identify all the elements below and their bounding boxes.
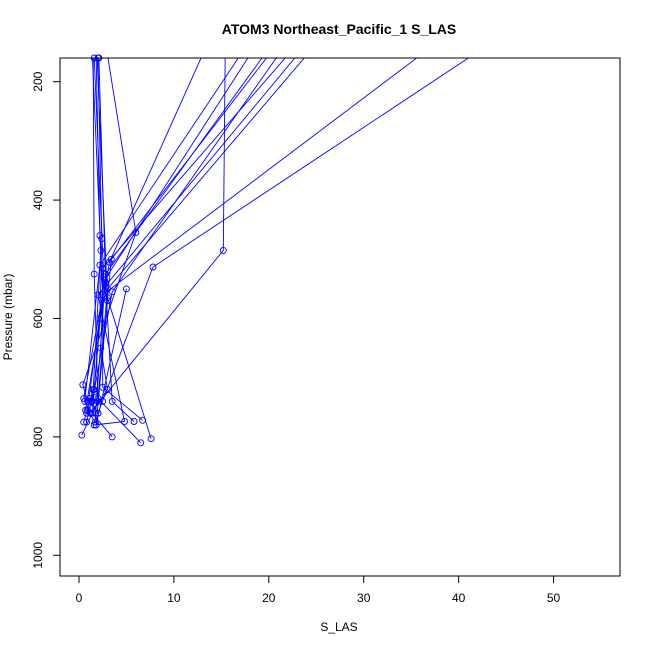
data-point xyxy=(83,409,91,417)
data-point xyxy=(122,285,130,293)
data-point xyxy=(91,418,99,426)
plot-frame xyxy=(59,57,621,577)
data-point xyxy=(149,263,157,271)
data-point xyxy=(97,246,105,254)
data-point xyxy=(97,344,105,352)
chart-title: ATOM3 Northeast_Pacific_1 S_LAS xyxy=(222,21,456,37)
series-line-20 xyxy=(87,58,263,424)
plot-lines xyxy=(81,58,470,444)
data-point xyxy=(108,397,116,405)
data-point xyxy=(102,270,110,278)
data-point xyxy=(108,288,116,296)
data-point xyxy=(92,421,100,429)
x-axis: 0 10 20 30 40 50 xyxy=(76,575,561,605)
data-point xyxy=(130,418,138,425)
data-point xyxy=(90,270,98,278)
y-tick-label: 200 xyxy=(31,71,45,91)
data-point xyxy=(132,229,140,237)
x-tick-label: 0 xyxy=(76,591,83,605)
y-axis: 200 400 600 800 1000 xyxy=(31,71,61,569)
series-line-17 xyxy=(83,58,418,402)
series-line-13 xyxy=(84,58,239,403)
data-point xyxy=(87,397,95,405)
data-point xyxy=(98,235,106,243)
data-point xyxy=(102,279,110,287)
data-point xyxy=(105,258,113,266)
series-line-10 xyxy=(107,58,268,439)
data-point xyxy=(84,406,91,414)
data-point xyxy=(80,418,88,426)
series-line-4 xyxy=(81,58,99,436)
data-point xyxy=(96,315,104,322)
data-point xyxy=(99,291,107,299)
x-tick-label: 40 xyxy=(452,591,466,605)
data-point xyxy=(108,433,116,441)
y-tick-label: 600 xyxy=(31,308,45,328)
series-line-19 xyxy=(94,58,296,426)
data-point xyxy=(219,246,227,254)
series-line-9 xyxy=(90,58,226,414)
data-point xyxy=(90,421,98,429)
y-axis-label: Pressure (mbar) xyxy=(1,274,15,361)
x-tick-label: 20 xyxy=(262,591,276,605)
series-line-18 xyxy=(90,58,470,415)
y-tick-label: 800 xyxy=(31,427,45,447)
data-point xyxy=(104,294,111,302)
x-tick-label: 10 xyxy=(167,591,181,605)
data-point xyxy=(104,297,111,305)
y-tick-label: 400 xyxy=(31,190,45,210)
series-line-16 xyxy=(86,58,277,414)
series-line-5 xyxy=(91,58,113,438)
data-point xyxy=(80,394,88,402)
data-point xyxy=(94,291,102,299)
x-tick-label: 30 xyxy=(357,591,371,605)
data-point xyxy=(83,418,91,426)
plot-points xyxy=(78,54,227,447)
data-point xyxy=(96,261,104,269)
data-point xyxy=(147,435,155,443)
data-point xyxy=(121,418,128,425)
data-point xyxy=(94,409,102,417)
y-tick-label: 1000 xyxy=(31,542,45,569)
data-point xyxy=(79,381,87,389)
data-point xyxy=(82,406,90,414)
x-axis-label: S_LAS xyxy=(320,620,357,634)
data-point xyxy=(78,431,86,439)
series-line-11 xyxy=(102,58,286,421)
data-point xyxy=(99,383,107,391)
data-point xyxy=(139,416,147,424)
x-tick-label: 50 xyxy=(547,591,561,605)
data-point xyxy=(85,397,92,405)
data-point xyxy=(90,388,98,396)
series-line-7 xyxy=(98,58,135,422)
data-point xyxy=(137,439,145,447)
data-point xyxy=(99,397,107,405)
series-line-12 xyxy=(97,58,305,444)
